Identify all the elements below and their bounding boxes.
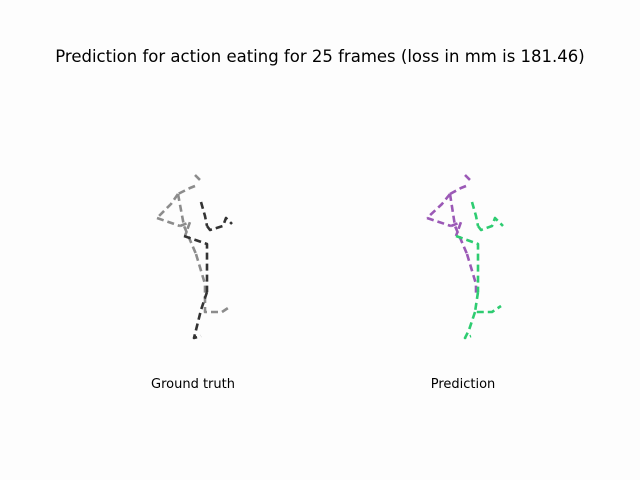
- gt-spine-upper: [176, 193, 198, 255]
- pred-left-thigh: [465, 253, 478, 296]
- prediction-caption: Prediction: [431, 377, 496, 392]
- pred-left-upper-arm: [426, 193, 452, 219]
- gt-left-thigh: [194, 253, 207, 296]
- ground-truth-skeleton: [156, 174, 233, 340]
- pred-head-top: [464, 174, 472, 182]
- pred-left-hand: [450, 220, 463, 237]
- gt-right-shoulder: [199, 201, 209, 227]
- gt-left-hand: [179, 220, 192, 237]
- pred-left-shin: [463, 311, 477, 340]
- pred-neck: [449, 184, 467, 196]
- pred-left-forearm: [426, 216, 452, 228]
- gt-head-top: [194, 174, 202, 182]
- prediction-skeleton: [426, 174, 504, 340]
- gt-torso: [183, 234, 209, 292]
- pred-right-arm: [476, 216, 504, 232]
- pred-right-shoulder: [470, 201, 480, 227]
- pred-torso: [455, 234, 480, 292]
- figure-title: Prediction for action eating for 25 fram…: [55, 47, 584, 66]
- gt-neck: [177, 184, 196, 196]
- ground-truth-caption: Ground truth: [151, 377, 235, 392]
- gt-right-arm: [205, 216, 233, 232]
- gt-right-leg: [192, 291, 209, 340]
- ground-truth-panel: Ground truth: [151, 174, 235, 392]
- gt-left-upper-arm: [156, 193, 180, 219]
- pred-right-leg: [473, 291, 502, 314]
- gt-left-forearm: [156, 216, 181, 228]
- prediction-panel: Prediction: [426, 174, 504, 392]
- gt-left-shin: [203, 296, 232, 314]
